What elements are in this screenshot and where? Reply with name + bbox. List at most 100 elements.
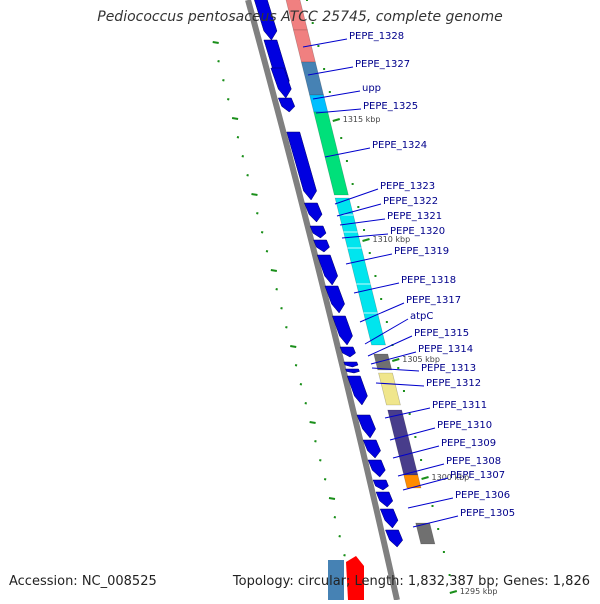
- gene-label[interactable]: PEPE_1324: [372, 140, 427, 151]
- outer-scale-dash: [280, 307, 283, 310]
- cds-arrow[interactable]: [345, 368, 360, 374]
- gene-label[interactable]: PEPE_1314: [418, 344, 473, 355]
- feature-bar[interactable]: [334, 197, 386, 346]
- outer-scale-dash: [314, 440, 317, 443]
- label-leader-line: [364, 318, 409, 345]
- gene-label[interactable]: PEPE_1310: [437, 420, 492, 431]
- label-leader-line: [407, 497, 454, 509]
- feature-bar[interactable]: [373, 353, 393, 371]
- gene-label[interactable]: PEPE_1307: [450, 470, 505, 481]
- cds-arrow[interactable]: [277, 97, 296, 113]
- cds-arrow[interactable]: [346, 375, 368, 406]
- outer-scale-dash: [270, 269, 278, 272]
- gene-label[interactable]: PEPE_1312: [426, 378, 481, 389]
- scale-tick: [449, 590, 458, 594]
- outer-scale-dash: [299, 383, 303, 386]
- outer-scale-dash: [251, 193, 258, 196]
- label-leader-line: [367, 335, 413, 357]
- outer-scale-dash: [246, 174, 249, 177]
- gene-label[interactable]: PEPE_1305: [460, 508, 515, 519]
- label-leader-line: [345, 253, 393, 265]
- gene-label[interactable]: atpC: [410, 311, 433, 322]
- label-leader-line: [307, 66, 354, 76]
- feature-bar[interactable]: [300, 61, 324, 96]
- gene-label[interactable]: PEPE_1322: [383, 196, 438, 207]
- feature-bar[interactable]: [328, 560, 344, 600]
- gene-label[interactable]: upp: [362, 83, 381, 94]
- outer-scale-dash: [222, 79, 225, 82]
- outer-scale-dash: [309, 421, 316, 424]
- gene-label[interactable]: PEPE_1311: [432, 400, 487, 411]
- gene-label[interactable]: PEPE_1308: [446, 456, 501, 467]
- gene-label[interactable]: PEPE_1321: [387, 211, 442, 222]
- label-leader-line: [341, 233, 389, 239]
- genome-backbone: [245, 0, 400, 601]
- cds-arrow[interactable]: [339, 346, 356, 358]
- cds-arrow[interactable]: [385, 529, 403, 548]
- cds-arrow[interactable]: [375, 491, 394, 508]
- cds-arrow[interactable]: [309, 225, 327, 239]
- label-leader-line: [339, 218, 386, 226]
- feature-bar[interactable]: [378, 372, 401, 406]
- outer-scale-dash: [328, 497, 336, 500]
- gene-label[interactable]: PEPE_1323: [380, 181, 435, 192]
- cds-arrow[interactable]: [286, 131, 317, 201]
- cds-arrow[interactable]: [332, 315, 353, 346]
- feature-track: [285, 0, 436, 600]
- gene-label[interactable]: PEPE_1328: [349, 31, 404, 42]
- label-leader-line: [402, 477, 449, 491]
- outer-scale-dash: [231, 117, 239, 120]
- label-leader-line: [389, 427, 436, 441]
- feature-bar[interactable]: [293, 29, 316, 63]
- feature-bar[interactable]: [415, 522, 436, 545]
- cds-arrow[interactable]: [324, 285, 345, 314]
- gene-label[interactable]: PEPE_1317: [406, 295, 461, 306]
- gene-label[interactable]: PEPE_1315: [414, 328, 469, 339]
- cds-arrow[interactable]: [356, 414, 376, 439]
- label-leader-line: [384, 407, 431, 419]
- gene-label[interactable]: PEPE_1319: [394, 246, 449, 257]
- outer-scale-dash: [236, 136, 240, 139]
- outer-scale-dash: [285, 326, 288, 329]
- gene-label[interactable]: PEPE_1313: [421, 363, 476, 374]
- cds-arrow[interactable]: [372, 479, 389, 491]
- scale-tick-label: 1300 kbp: [432, 473, 470, 482]
- outer-scale-dash: [294, 364, 298, 367]
- cds-arrow[interactable]: [253, 0, 278, 41]
- feature-bar[interactable]: [346, 556, 364, 600]
- feature-bar[interactable]: [403, 474, 422, 489]
- label-leader-line: [359, 302, 405, 323]
- cds-arrow[interactable]: [367, 459, 386, 478]
- gene-label[interactable]: PEPE_1318: [401, 275, 456, 286]
- outer-scale-dash: [260, 231, 264, 234]
- gene-label[interactable]: PEPE_1306: [455, 490, 510, 501]
- feature-bar[interactable]: [387, 409, 419, 476]
- cds-arrow[interactable]: [343, 361, 359, 368]
- scale-tick: [332, 118, 341, 122]
- outer-scale-dash: [290, 345, 297, 348]
- cds-arrow[interactable]: [316, 254, 338, 286]
- cds-arrow[interactable]: [362, 439, 381, 459]
- scale-tick: [392, 358, 400, 362]
- scale-tick-label: 1295 kbp: [460, 587, 498, 596]
- scale-tick-label: 1305 kbp: [402, 355, 440, 364]
- label-leader-line: [412, 515, 459, 528]
- gene-label[interactable]: PEPE_1325: [363, 101, 418, 112]
- label-leader-line: [397, 463, 445, 477]
- cds-arrow[interactable]: [379, 508, 399, 529]
- outer-scale-dash: [333, 516, 337, 519]
- scale-ticks: 1315 kbp 1310 kbp 1305 kbp 1300 kbp 1295 kbp: [306, 0, 498, 596]
- label-leader-line: [324, 147, 371, 158]
- scale-tick-label: 1315 kbp: [343, 115, 381, 124]
- scale-tick: [362, 238, 370, 242]
- cds-arrow[interactable]: [313, 239, 330, 253]
- gene-label[interactable]: PEPE_1320: [390, 226, 445, 237]
- cds-arrow[interactable]: [270, 67, 292, 99]
- label-leader-line: [392, 445, 440, 459]
- gene-label[interactable]: PEPE_1327: [355, 59, 410, 70]
- outer-scale-dash: [212, 41, 219, 44]
- gene-label[interactable]: PEPE_1309: [441, 438, 496, 449]
- cds-arrow[interactable]: [303, 202, 323, 223]
